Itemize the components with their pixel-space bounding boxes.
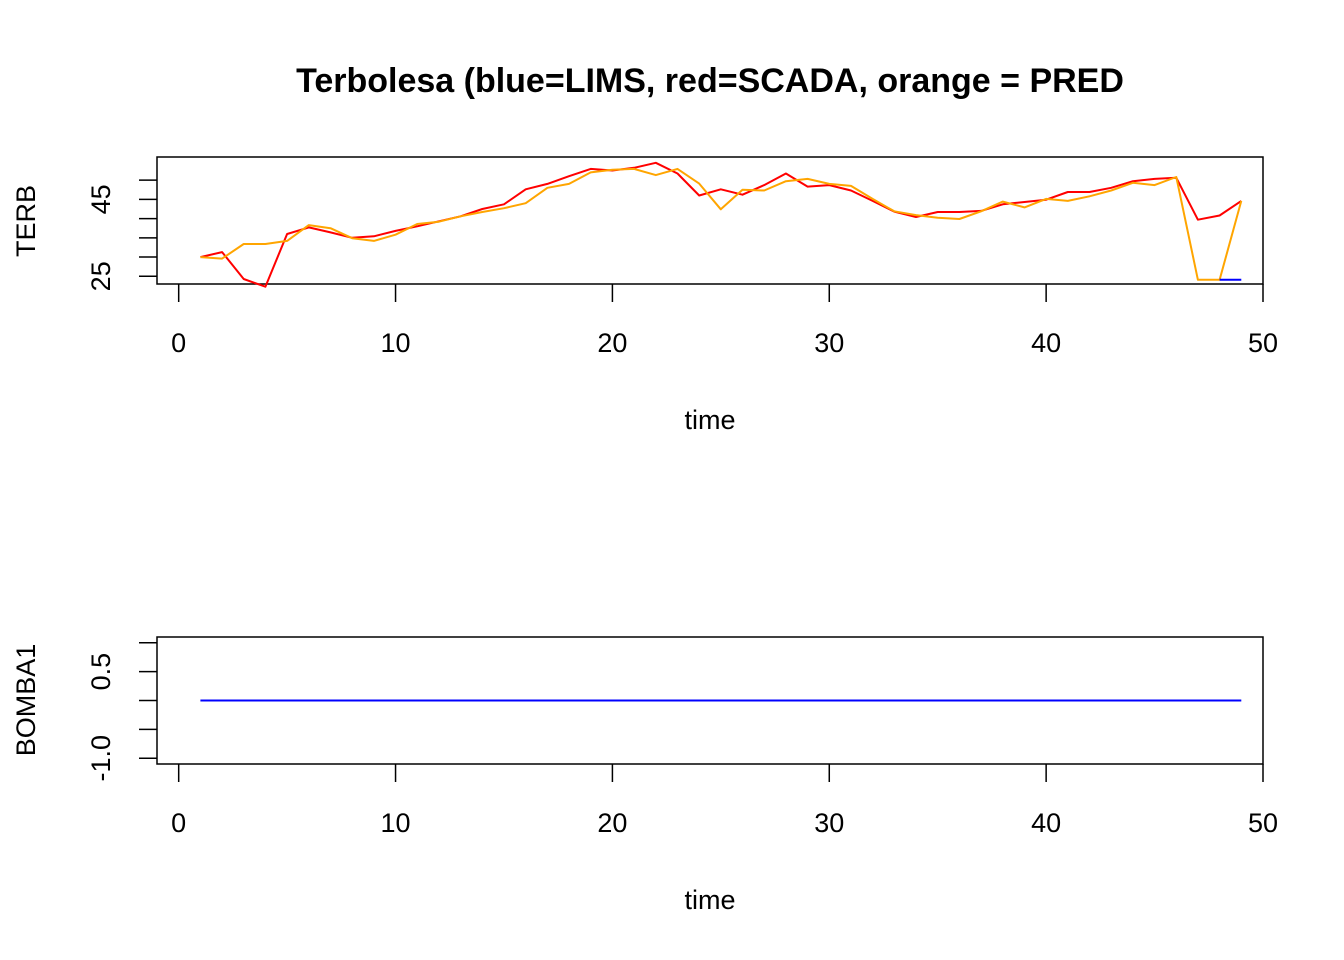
- terb-x-tick-label: 30: [814, 328, 844, 358]
- terb-x-axis: 0 10 20 30 40 50: [171, 284, 1278, 358]
- bomba1-x-tick-label: 0: [171, 808, 186, 838]
- bomba1-x-tick-label: 20: [597, 808, 627, 838]
- bomba1-x-tick-label: 50: [1248, 808, 1278, 838]
- terb-x-tick-label: 10: [381, 328, 411, 358]
- terb-y-axis-title: TERB: [11, 185, 41, 257]
- terb-plot-box: [156, 156, 1264, 285]
- bomba1-y-axis-title: BOMBA1: [11, 644, 41, 757]
- bomba1-y-axis: -1.0 0.5: [86, 642, 157, 782]
- terb-x-axis-title: time: [684, 405, 735, 435]
- terb-series-1-line: [200, 167, 1243, 281]
- terb-y-tick-label: 45: [86, 184, 116, 214]
- terb-x-tick-label: 0: [171, 328, 186, 358]
- terb-y-tick-label: 25: [86, 261, 116, 291]
- terb-y-axis: 25 45: [86, 179, 157, 291]
- terb-x-tick-label: 40: [1031, 328, 1061, 358]
- chart-title: Terbolesa (blue=LIMS, red=SCADA, orange …: [296, 62, 1124, 100]
- bomba1-panel: 0 10 20 30 40 50 -1.0 0.5 time BOMBA1: [11, 636, 1278, 915]
- bomba1-y-tick-label: -1.0: [86, 735, 116, 782]
- terb-series-0-line: [200, 161, 1242, 288]
- terb-x-tick-label: 50: [1248, 328, 1278, 358]
- terb-panel: 0 10 20 30 40 50 25 45 time TERB: [11, 156, 1278, 435]
- bomba1-y-tick-label: 0.5: [86, 653, 116, 691]
- terb-series-layer: [200, 161, 1243, 288]
- bomba1-x-axis-title: time: [684, 885, 735, 915]
- bomba1-x-axis: 0 10 20 30 40 50: [171, 764, 1278, 838]
- bomba1-x-tick-label: 10: [381, 808, 411, 838]
- bomba1-x-tick-label: 40: [1031, 808, 1061, 838]
- terb-x-tick-label: 20: [597, 328, 627, 358]
- bomba1-x-tick-label: 30: [814, 808, 844, 838]
